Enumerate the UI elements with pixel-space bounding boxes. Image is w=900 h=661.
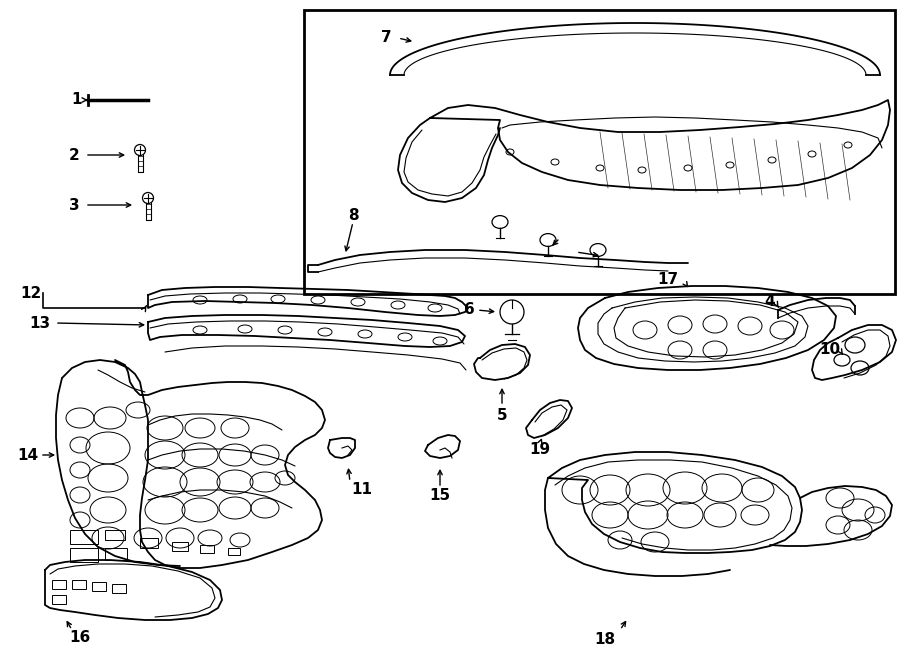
Bar [70, 530, 98, 544]
Bar [70, 548, 98, 562]
Text: 3: 3 [69, 198, 80, 212]
Text: 18: 18 [594, 633, 616, 648]
Text: 1: 1 [71, 93, 82, 108]
Text: 13: 13 [29, 315, 50, 330]
Text: 8: 8 [347, 208, 358, 223]
Text: 14: 14 [17, 447, 38, 463]
Text: 11: 11 [352, 483, 373, 498]
Text: 10: 10 [819, 342, 840, 358]
Bar [52, 595, 66, 604]
Text: 5: 5 [497, 407, 508, 422]
Bar [52, 580, 66, 589]
Text: 7: 7 [382, 30, 392, 46]
Bar [105, 548, 127, 560]
Bar [140, 538, 158, 548]
Text: 17: 17 [657, 272, 679, 288]
Text: 15: 15 [429, 488, 451, 502]
Bar [172, 542, 188, 551]
Text: 4: 4 [764, 295, 775, 309]
Text: 12: 12 [21, 286, 42, 301]
Text: 2: 2 [69, 147, 80, 163]
Text: 19: 19 [529, 442, 551, 457]
Text: 16: 16 [69, 631, 91, 646]
Text: 6: 6 [464, 303, 475, 317]
Bar [72, 580, 86, 589]
Bar [228, 548, 240, 555]
Bar [112, 584, 126, 593]
Bar [105, 530, 125, 540]
Bar [92, 582, 106, 591]
Bar [200, 545, 214, 553]
Bar [304, 10, 895, 294]
